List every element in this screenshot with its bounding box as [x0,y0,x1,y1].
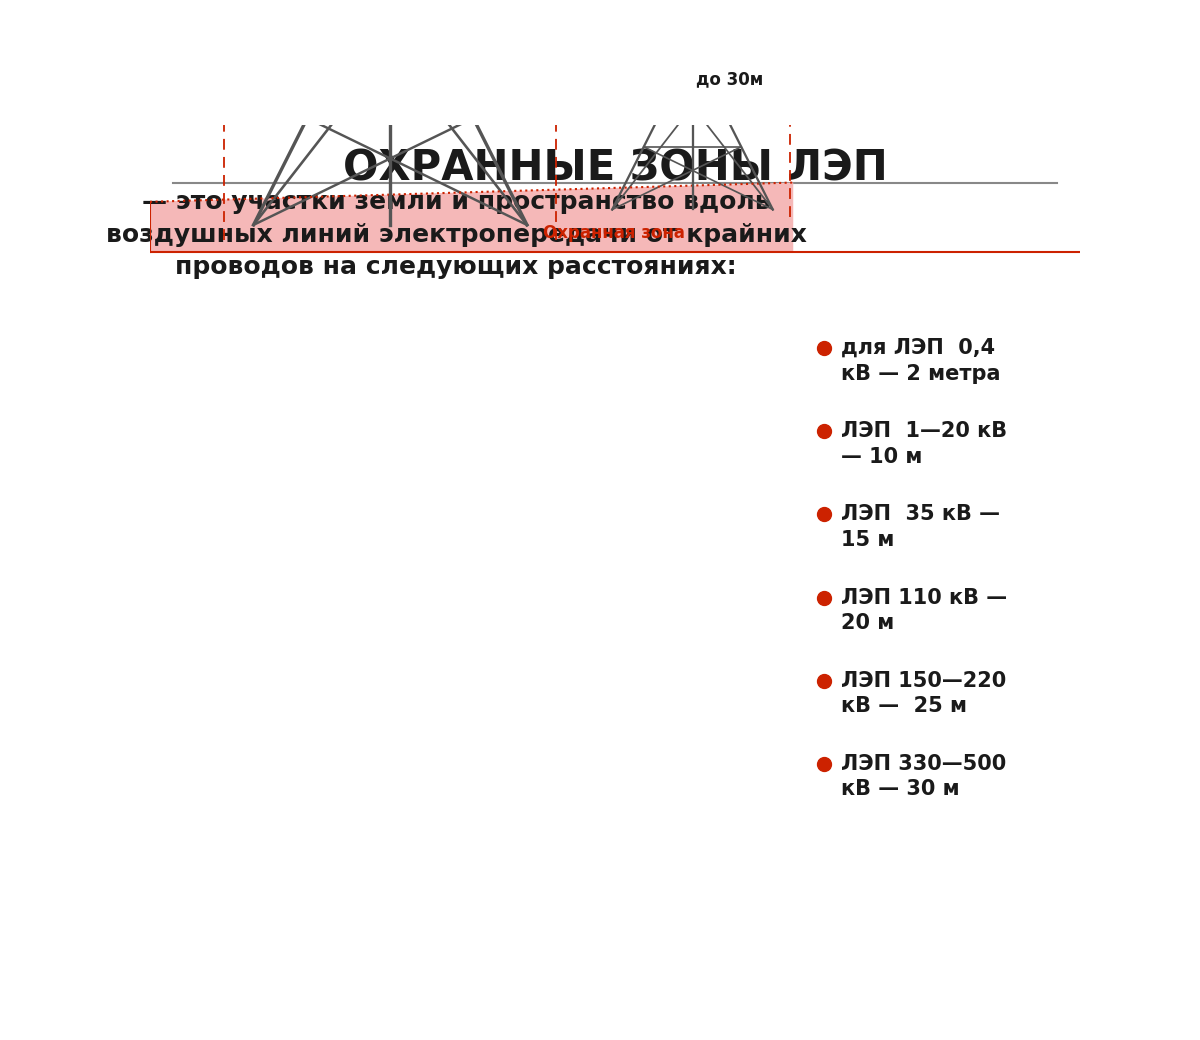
Text: ЛЭП  35 кВ —
15 м: ЛЭП 35 кВ — 15 м [841,504,1001,550]
Text: — это участки земли и пространство вдоль
воздушных линий электропередачи от край: — это участки земли и пространство вдоль… [106,190,806,280]
Text: ЛЭП  1—20 кВ
— 10 м: ЛЭП 1—20 кВ — 10 м [841,421,1008,467]
Text: ЛЭП 150—220
кВ —  25 м: ЛЭП 150—220 кВ — 25 м [841,671,1007,717]
Text: ОХРАННЫЕ ЗОНЫ ЛЭП: ОХРАННЫЕ ЗОНЫ ЛЭП [343,148,887,190]
Text: ЛЭП 110 кВ —
20 м: ЛЭП 110 кВ — 20 м [841,588,1008,633]
Text: для ЛЭП  0,4
кВ — 2 метра: для ЛЭП 0,4 кВ — 2 метра [841,338,1001,384]
Polygon shape [150,183,793,252]
Text: ЛЭП 330—500
кВ — 30 м: ЛЭП 330—500 кВ — 30 м [841,754,1007,800]
Text: до 30м: до 30м [696,70,763,87]
Text: Охранная зона: Охранная зона [542,224,684,242]
